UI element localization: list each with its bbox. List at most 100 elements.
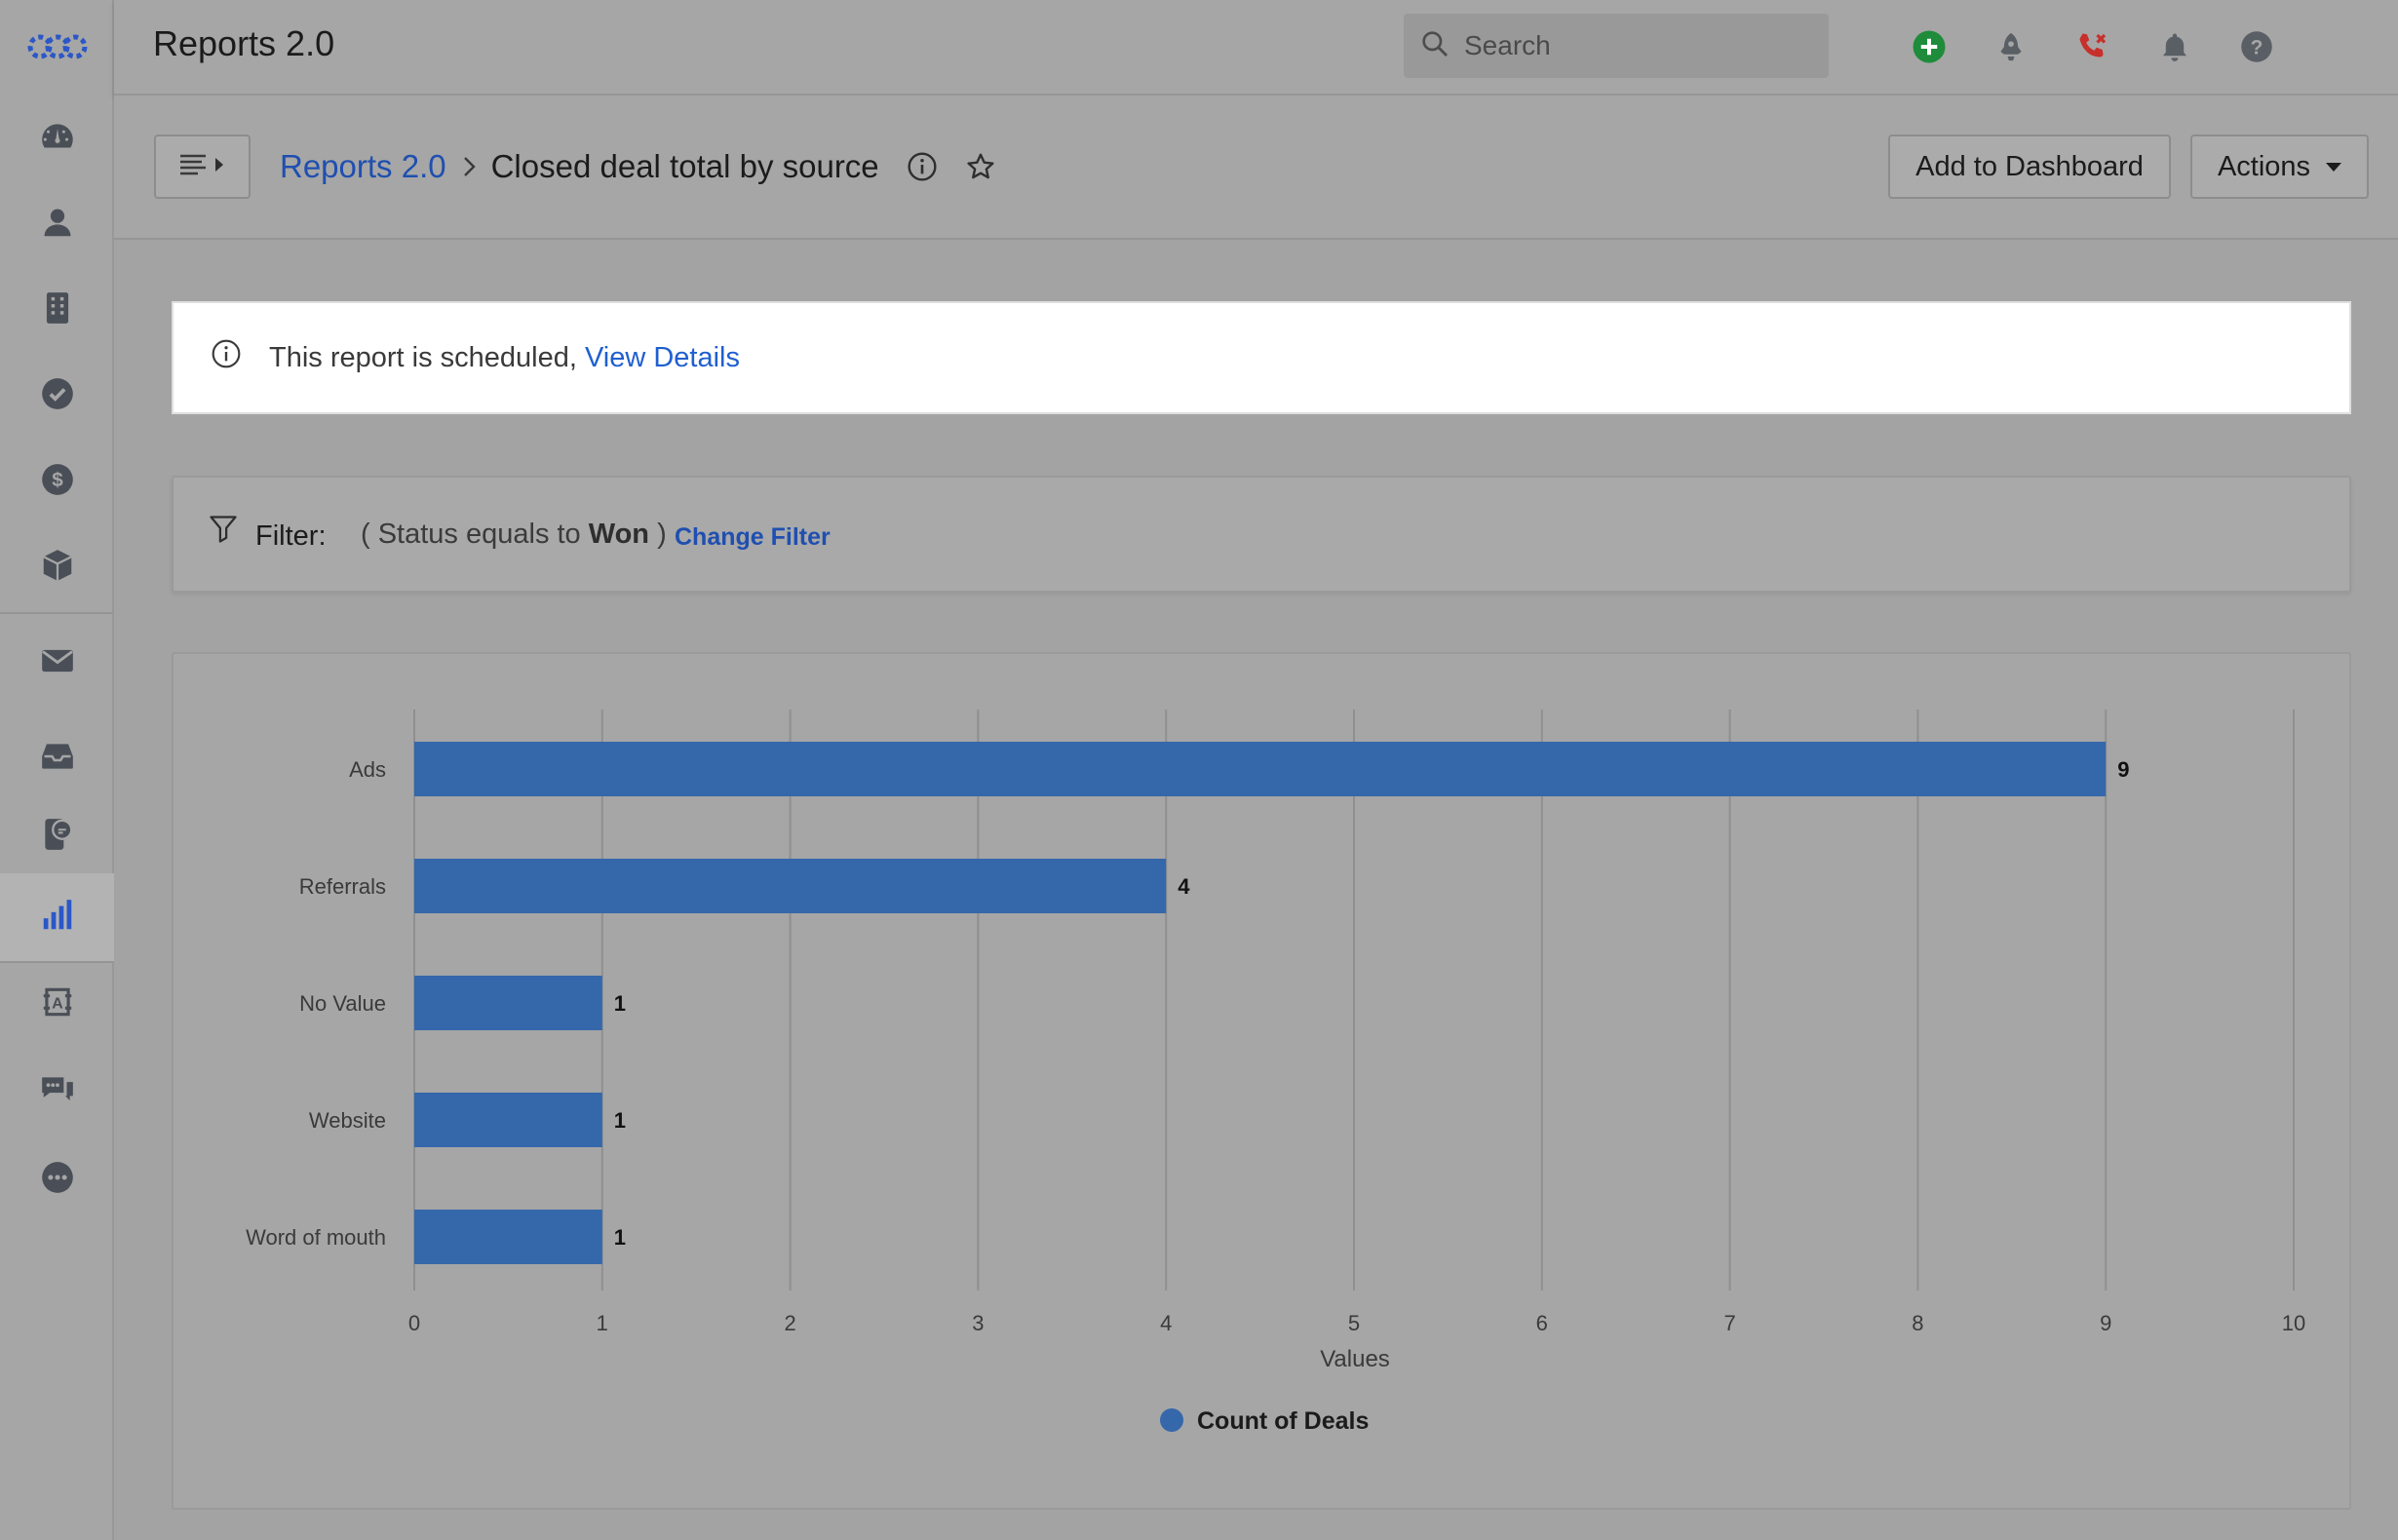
data-label: 4 xyxy=(1178,874,1190,899)
change-filter-link[interactable]: Change Filter xyxy=(675,523,831,551)
svg-text:$: $ xyxy=(52,469,63,491)
add-new-icon[interactable] xyxy=(1910,27,1949,66)
phone-missed-icon[interactable] xyxy=(2073,27,2112,66)
search-input[interactable] xyxy=(1464,30,1815,61)
sidebar-item-more[interactable] xyxy=(0,1136,114,1222)
report-header: Reports 2.0 Closed deal total by source … xyxy=(114,96,2398,240)
phone-chat-icon xyxy=(39,816,76,858)
info-icon xyxy=(211,338,242,377)
sidebar-item-contacts[interactable] xyxy=(0,181,114,267)
deals-dollar-icon: $ xyxy=(39,461,76,503)
view-details-link[interactable]: View Details xyxy=(584,341,740,373)
help-question-icon[interactable]: ? xyxy=(2237,27,2276,66)
notifications-bell-icon[interactable] xyxy=(2155,27,2194,66)
contacts-person-icon xyxy=(39,204,76,246)
actions-dropdown-button[interactable]: Actions xyxy=(2190,135,2369,199)
bar-chart: 0 1 2 3 4 5 6 7 8 9 10 Ads 9 Referrals 4 No Value 1 Websi… xyxy=(246,710,2305,1435)
y-category-label: No Value xyxy=(299,991,386,1016)
filter-label: Filter: xyxy=(255,520,327,552)
filter-panel: Filter: ( Status equals to Won ) Change … xyxy=(172,476,2351,593)
sidebar-item-chat[interactable] xyxy=(0,1049,114,1135)
sidebar-item-dashboard[interactable] xyxy=(0,96,114,181)
chat-bubbles-icon xyxy=(39,1071,76,1113)
bar xyxy=(414,1093,602,1147)
y-category-label: Referrals xyxy=(299,874,386,899)
data-label: 1 xyxy=(614,1225,626,1250)
accounts-building-icon xyxy=(39,289,76,331)
sidebar-item-inbox[interactable] xyxy=(0,715,114,801)
automation-icon: A xyxy=(39,983,76,1025)
products-box-icon xyxy=(39,547,76,589)
info-icon[interactable] xyxy=(907,151,938,182)
filter-funnel-icon xyxy=(209,513,238,554)
scheduled-banner: This report is scheduled, View Details xyxy=(172,301,2351,414)
legend-label: Count of Deals xyxy=(1197,1407,1369,1435)
bar xyxy=(414,1210,602,1264)
data-label: 1 xyxy=(614,991,626,1016)
y-category-label: Ads xyxy=(349,757,386,782)
data-label: 1 xyxy=(614,1108,626,1133)
sidebar-divider xyxy=(0,961,114,963)
sidebar-divider xyxy=(0,612,114,614)
breadcrumb: Reports 2.0 Closed deal total by source xyxy=(280,148,996,185)
search-box[interactable] xyxy=(1404,14,1829,78)
top-bar: Reports 2.0 ? xyxy=(114,0,2398,96)
favorite-star-icon[interactable] xyxy=(965,151,996,182)
app-logo-icon[interactable] xyxy=(0,0,114,94)
x-tick-label: 5 xyxy=(1348,1311,1360,1335)
email-envelope-icon xyxy=(39,642,76,684)
x-tick-label: 4 xyxy=(1160,1311,1172,1335)
legend-swatch xyxy=(1160,1408,1183,1432)
banner-text: This report is scheduled, xyxy=(269,341,577,373)
x-tick-label: 6 xyxy=(1536,1311,1548,1335)
sidebar-item-tasks[interactable] xyxy=(0,353,114,439)
x-tick-label: 3 xyxy=(972,1311,984,1335)
x-tick-label: 1 xyxy=(597,1311,608,1335)
actions-label: Actions xyxy=(2217,150,2311,182)
sidebar-item-accounts[interactable] xyxy=(0,267,114,353)
toggle-report-list-button[interactable] xyxy=(154,135,251,199)
sidebar: $ A xyxy=(0,0,114,1540)
chart-card: 0 1 2 3 4 5 6 7 8 9 10 Ads 9 Referrals 4 No Value 1 Websi… xyxy=(172,652,2351,1510)
y-category-label: Website xyxy=(309,1108,386,1133)
reports-bar-chart-icon xyxy=(39,897,76,939)
add-to-dashboard-label: Add to Dashboard xyxy=(1915,150,2144,182)
page-title: Closed deal total by source xyxy=(490,148,879,184)
more-dots-icon xyxy=(39,1159,76,1201)
rocket-icon[interactable] xyxy=(1992,27,2031,66)
tasks-check-icon xyxy=(39,375,76,417)
inbox-tray-icon xyxy=(39,738,76,780)
caret-down-icon xyxy=(2326,162,2342,172)
dashboard-gauge-icon xyxy=(39,118,76,160)
x-tick-label: 0 xyxy=(408,1311,420,1335)
filter-condition-value: Won xyxy=(588,519,650,550)
data-label: 9 xyxy=(2117,757,2129,782)
chevron-right-icon xyxy=(462,153,478,180)
x-axis-title: Values xyxy=(1320,1346,1390,1372)
x-tick-label: 8 xyxy=(1912,1311,1923,1335)
bar xyxy=(414,976,602,1030)
app-title: Reports 2.0 xyxy=(153,23,335,63)
x-tick-label: 10 xyxy=(2282,1311,2305,1335)
bar xyxy=(414,742,2107,796)
breadcrumb-reports-link[interactable]: Reports 2.0 xyxy=(280,148,446,184)
x-tick-label: 7 xyxy=(1723,1311,1735,1335)
sidebar-item-products[interactable] xyxy=(0,524,114,610)
add-to-dashboard-button[interactable]: Add to Dashboard xyxy=(1888,135,2171,199)
sidebar-item-reports[interactable] xyxy=(0,873,114,961)
sidebar-item-deals[interactable]: $ xyxy=(0,439,114,524)
y-category-label: Word of mouth xyxy=(246,1225,386,1250)
filter-condition-suffix: ) xyxy=(657,519,667,550)
list-expand-icon xyxy=(178,150,227,184)
x-tick-label: 9 xyxy=(2100,1311,2111,1335)
x-tick-label: 2 xyxy=(784,1311,795,1335)
bar xyxy=(414,859,1167,913)
search-icon xyxy=(1419,28,1450,64)
filter-condition: ( Status equals to Won ) xyxy=(361,519,667,551)
sidebar-item-automation[interactable]: A xyxy=(0,961,114,1047)
svg-text:A: A xyxy=(52,995,63,1012)
svg-text:?: ? xyxy=(2251,37,2263,59)
sidebar-item-email[interactable] xyxy=(0,620,114,706)
filter-condition-prefix: ( Status equals to xyxy=(361,519,581,550)
sidebar-item-phone[interactable] xyxy=(0,793,114,879)
